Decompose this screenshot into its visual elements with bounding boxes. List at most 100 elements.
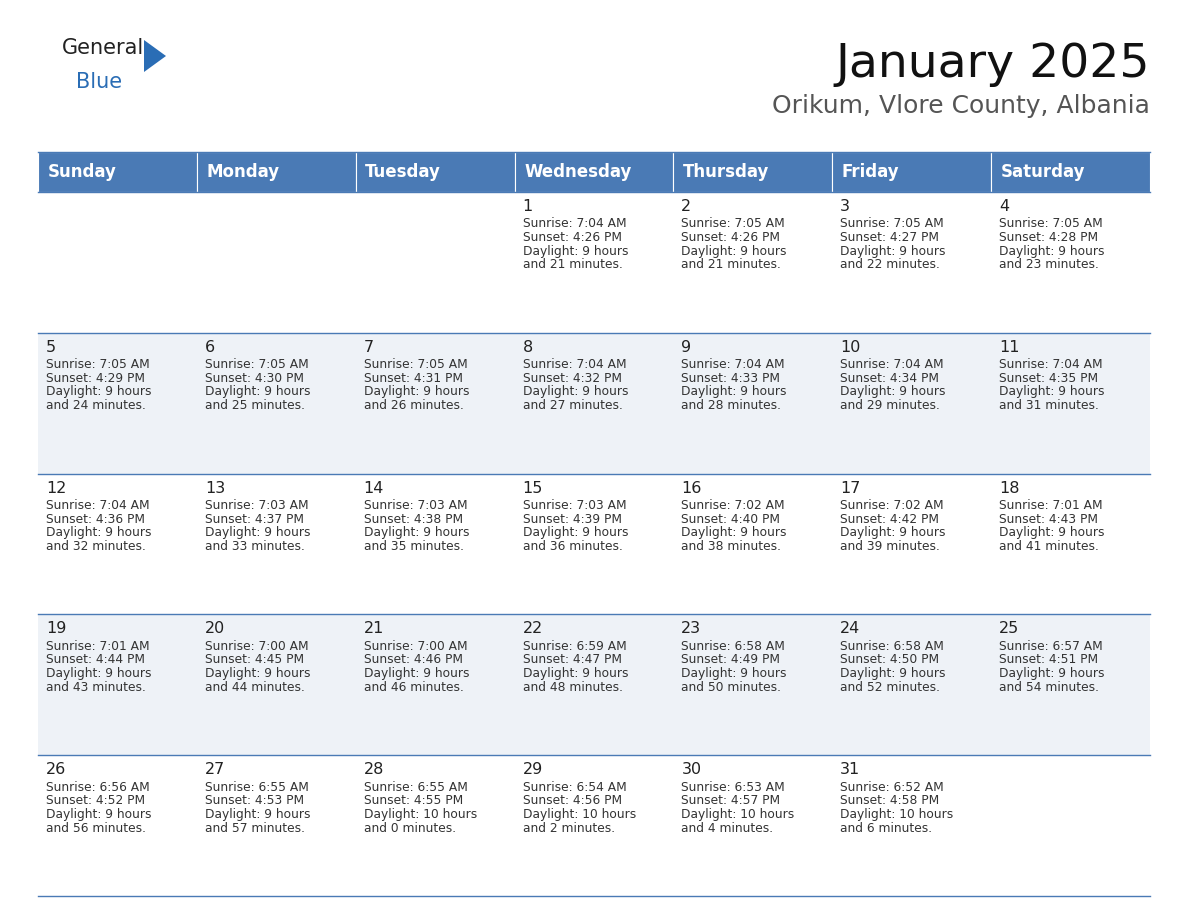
Bar	[991, 192, 1150, 333]
Text: Sunset: 4:32 PM: Sunset: 4:32 PM	[523, 372, 621, 385]
Bar	[355, 474, 514, 614]
Text: Sunset: 4:49 PM: Sunset: 4:49 PM	[682, 654, 781, 666]
Text: 31: 31	[840, 762, 860, 778]
Text: Sunset: 4:27 PM: Sunset: 4:27 PM	[840, 231, 940, 244]
Bar	[38, 333, 197, 474]
Text: 23: 23	[682, 621, 701, 636]
Text: Sunset: 4:40 PM: Sunset: 4:40 PM	[682, 512, 781, 526]
Text: Sunset: 4:33 PM: Sunset: 4:33 PM	[682, 372, 781, 385]
Bar	[991, 756, 1150, 896]
Text: Sunrise: 7:02 AM: Sunrise: 7:02 AM	[840, 499, 943, 512]
Text: Daylight: 9 hours: Daylight: 9 hours	[523, 667, 628, 680]
Text: Sunrise: 7:05 AM: Sunrise: 7:05 AM	[46, 358, 150, 371]
Bar	[355, 192, 514, 333]
Text: Daylight: 9 hours: Daylight: 9 hours	[364, 386, 469, 398]
Text: Wednesday: Wednesday	[524, 163, 632, 181]
Text: 12: 12	[46, 481, 67, 496]
Bar	[674, 756, 833, 896]
Text: Sunset: 4:52 PM: Sunset: 4:52 PM	[46, 794, 145, 807]
Text: Sunrise: 7:04 AM: Sunrise: 7:04 AM	[46, 499, 150, 512]
Text: Sunset: 4:30 PM: Sunset: 4:30 PM	[204, 372, 304, 385]
Text: Sunset: 4:42 PM: Sunset: 4:42 PM	[840, 512, 940, 526]
Text: Sunset: 4:26 PM: Sunset: 4:26 PM	[523, 231, 621, 244]
Text: 6: 6	[204, 340, 215, 354]
Bar	[355, 756, 514, 896]
Text: Sunset: 4:57 PM: Sunset: 4:57 PM	[682, 794, 781, 807]
Text: Daylight: 9 hours: Daylight: 9 hours	[204, 386, 310, 398]
Text: Sunrise: 6:53 AM: Sunrise: 6:53 AM	[682, 780, 785, 793]
Text: Daylight: 9 hours: Daylight: 9 hours	[999, 667, 1105, 680]
Text: and 6 minutes.: and 6 minutes.	[840, 822, 933, 834]
Text: Thursday: Thursday	[683, 163, 770, 181]
Text: and 2 minutes.: and 2 minutes.	[523, 822, 614, 834]
Bar	[833, 756, 991, 896]
Bar	[514, 614, 674, 756]
Text: 7: 7	[364, 340, 374, 354]
Text: Daylight: 9 hours: Daylight: 9 hours	[204, 526, 310, 539]
Bar	[355, 614, 514, 756]
Text: 18: 18	[999, 481, 1019, 496]
Text: Daylight: 9 hours: Daylight: 9 hours	[999, 245, 1105, 258]
Text: and 57 minutes.: and 57 minutes.	[204, 822, 305, 834]
Bar	[38, 614, 197, 756]
Text: Daylight: 9 hours: Daylight: 9 hours	[523, 526, 628, 539]
Bar	[991, 614, 1150, 756]
Bar	[514, 333, 674, 474]
Bar	[833, 192, 991, 333]
Text: and 27 minutes.: and 27 minutes.	[523, 399, 623, 412]
Text: and 0 minutes.: and 0 minutes.	[364, 822, 456, 834]
Bar	[197, 152, 355, 192]
Text: Sunrise: 6:55 AM: Sunrise: 6:55 AM	[364, 780, 468, 793]
Text: Tuesday: Tuesday	[365, 163, 441, 181]
Text: Sunrise: 7:05 AM: Sunrise: 7:05 AM	[682, 218, 785, 230]
Text: Sunrise: 7:05 AM: Sunrise: 7:05 AM	[999, 218, 1102, 230]
Text: and 32 minutes.: and 32 minutes.	[46, 540, 146, 553]
Text: 1: 1	[523, 199, 532, 214]
Bar	[514, 152, 674, 192]
Text: 3: 3	[840, 199, 851, 214]
Text: 26: 26	[46, 762, 67, 778]
Text: Sunset: 4:36 PM: Sunset: 4:36 PM	[46, 512, 145, 526]
Text: Friday: Friday	[842, 163, 899, 181]
Text: and 54 minutes.: and 54 minutes.	[999, 681, 1099, 694]
Text: and 52 minutes.: and 52 minutes.	[840, 681, 940, 694]
Text: Daylight: 9 hours: Daylight: 9 hours	[840, 386, 946, 398]
Text: Daylight: 9 hours: Daylight: 9 hours	[46, 667, 151, 680]
Bar	[674, 152, 833, 192]
Text: and 23 minutes.: and 23 minutes.	[999, 258, 1099, 272]
Text: Sunset: 4:31 PM: Sunset: 4:31 PM	[364, 372, 462, 385]
Text: and 36 minutes.: and 36 minutes.	[523, 540, 623, 553]
Text: Sunrise: 6:58 AM: Sunrise: 6:58 AM	[840, 640, 944, 653]
Bar	[674, 192, 833, 333]
Text: Sunset: 4:55 PM: Sunset: 4:55 PM	[364, 794, 463, 807]
Text: General: General	[62, 38, 144, 58]
Text: and 31 minutes.: and 31 minutes.	[999, 399, 1099, 412]
Text: Sunrise: 6:59 AM: Sunrise: 6:59 AM	[523, 640, 626, 653]
Text: and 44 minutes.: and 44 minutes.	[204, 681, 304, 694]
Text: and 41 minutes.: and 41 minutes.	[999, 540, 1099, 553]
Text: and 46 minutes.: and 46 minutes.	[364, 681, 463, 694]
Text: Daylight: 9 hours: Daylight: 9 hours	[204, 667, 310, 680]
Text: Sunrise: 7:04 AM: Sunrise: 7:04 AM	[999, 358, 1102, 371]
Text: Sunrise: 7:03 AM: Sunrise: 7:03 AM	[523, 499, 626, 512]
Text: Sunrise: 7:03 AM: Sunrise: 7:03 AM	[364, 499, 467, 512]
Text: Sunrise: 7:05 AM: Sunrise: 7:05 AM	[840, 218, 944, 230]
Text: Saturday: Saturday	[1000, 163, 1085, 181]
Text: Sunset: 4:47 PM: Sunset: 4:47 PM	[523, 654, 621, 666]
Text: Monday: Monday	[207, 163, 279, 181]
Text: Sunrise: 7:05 AM: Sunrise: 7:05 AM	[364, 358, 467, 371]
Text: 25: 25	[999, 621, 1019, 636]
Text: 22: 22	[523, 621, 543, 636]
Text: Daylight: 9 hours: Daylight: 9 hours	[682, 667, 786, 680]
Text: 4: 4	[999, 199, 1010, 214]
Text: and 48 minutes.: and 48 minutes.	[523, 681, 623, 694]
Text: Daylight: 9 hours: Daylight: 9 hours	[523, 245, 628, 258]
Bar	[355, 333, 514, 474]
Text: Sunset: 4:26 PM: Sunset: 4:26 PM	[682, 231, 781, 244]
Text: 8: 8	[523, 340, 532, 354]
Text: 30: 30	[682, 762, 701, 778]
Text: Sunrise: 6:55 AM: Sunrise: 6:55 AM	[204, 780, 309, 793]
Bar	[991, 152, 1150, 192]
Text: Daylight: 9 hours: Daylight: 9 hours	[682, 245, 786, 258]
Text: Sunset: 4:56 PM: Sunset: 4:56 PM	[523, 794, 621, 807]
